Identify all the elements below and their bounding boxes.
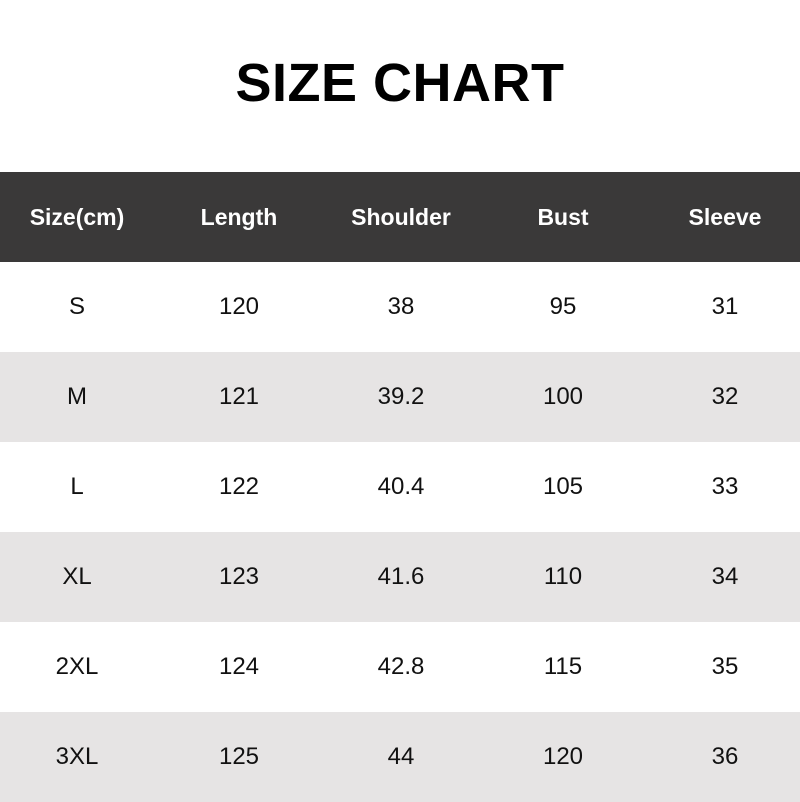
table-cell: S [68,293,85,320]
table-row: S 120 38 95 31 [0,262,800,352]
page-title: SIZE CHART [235,53,565,113]
table-cell: 41.6 [377,563,425,590]
table-row: M 121 39.2 100 32 [0,352,800,442]
table-cell: 33 [711,473,739,500]
table-cell: 95 [549,293,577,320]
table-header: Size(cm) Length Shoulder Bust Sleeve [0,172,800,262]
column-header: Shoulder [351,203,451,230]
table-row: 3XL 125 44 120 36 [0,712,800,802]
table-cell: 44 [387,743,415,770]
table-cell: 121 [218,383,260,410]
table-cell: 38 [387,293,415,320]
column-header: Length [200,203,278,230]
table-cell: 123 [218,563,260,590]
table-row: 2XL 124 42.8 115 35 [0,622,800,712]
table-cell: 3XL [55,743,99,770]
table-cell: 120 [218,293,260,320]
table-cell: 34 [711,563,739,590]
table-cell: M [67,383,87,410]
table-cell: 105 [542,473,584,500]
table-cell: 120 [542,743,584,770]
table-cell: 32 [711,383,739,410]
table-cell: L [70,473,84,500]
table-cell: XL [62,563,92,590]
column-header: Sleeve [688,203,762,230]
table-cell: 100 [542,383,584,410]
table-row: L 122 40.4 105 33 [0,442,800,532]
table-cell: 115 [543,653,583,680]
column-header: Bust [537,203,589,230]
table-cell: 36 [711,743,739,770]
table-cell: 124 [218,653,260,680]
table-row: XL 123 41.6 110 34 [0,532,800,622]
table-cell: 110 [543,563,583,590]
table-cell: 2XL [55,653,99,680]
table-cell: 39.2 [377,383,425,410]
table-cell: 40.4 [377,473,425,500]
table-cell: 125 [218,743,260,770]
column-header: Size(cm) [29,203,125,230]
table-cell: 122 [218,473,260,500]
table-cell: 31 [711,293,739,320]
table-cell: 35 [711,653,739,680]
table-cell: 42.8 [377,653,425,680]
